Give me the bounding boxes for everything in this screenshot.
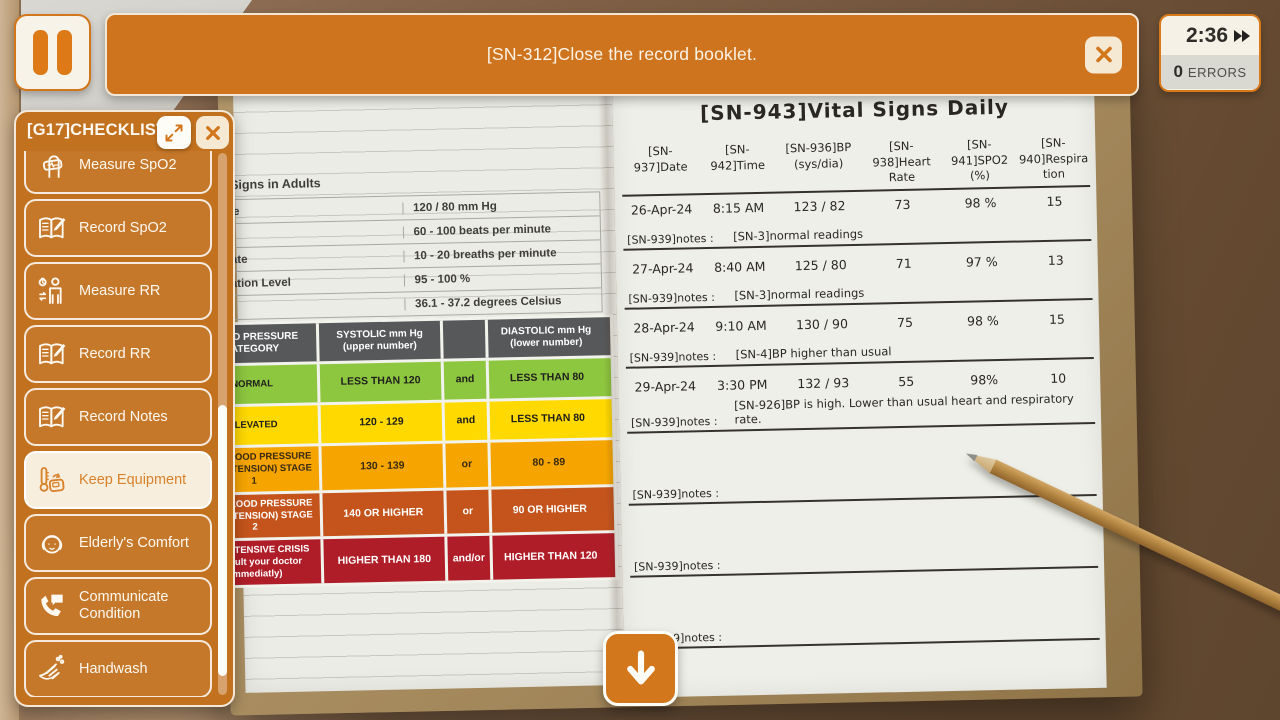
handwash-icon	[34, 651, 70, 687]
elderly-face-icon	[34, 525, 70, 561]
pause-button[interactable]	[14, 14, 91, 91]
checklist-item-label: Measure SpO2	[79, 156, 177, 173]
vital-signs-daily-title: [SN-943]Vital Signs Daily	[699, 94, 1010, 126]
notes-label: [SN-939]notes :	[630, 414, 718, 430]
bp-row: HIGH BLOOD PRESSURE (HYPERTENSION) STAGE…	[188, 440, 614, 493]
oximeter-finger-icon	[34, 151, 70, 183]
bp-row: ELEVATED 120 - 129 and LESS THAN 80	[187, 399, 613, 447]
book-pen-icon	[34, 210, 70, 246]
checklist-item-communicate-condition[interactable]: Communicate Condition	[24, 577, 212, 635]
booklet-right-page: [SN-943]Vital Signs Daily [SN-937]Date […	[612, 76, 1107, 698]
medical-equipment-icon	[34, 462, 70, 498]
notes-label: [SN-939]notes :	[627, 231, 714, 247]
checklist-scrollbar[interactable]	[218, 153, 227, 695]
checklist-scrollbar-thumb[interactable]	[218, 405, 227, 677]
checklist-item-label: Measure RR	[79, 282, 161, 299]
bp-row: HYPERTENSIVE CRISIS (consult your doctor…	[190, 533, 616, 586]
book-pen-icon	[34, 399, 70, 435]
scroll-down-button[interactable]	[603, 631, 678, 706]
timer-panel: 2:36 0 ERRORS	[1159, 14, 1261, 92]
checklist-item-label: Elderly's Comfort	[79, 534, 189, 551]
checklist-item-handwash[interactable]: Handwash	[24, 640, 212, 697]
daily-log-entry: [SN-939]notes :	[630, 572, 1100, 650]
checklist-item-measure-rr[interactable]: Measure RR	[24, 262, 212, 320]
notes-label: [SN-939]notes :	[629, 349, 717, 365]
errors-counter: 0 ERRORS	[1161, 55, 1259, 89]
checklist-item-label: Record Notes	[79, 408, 168, 425]
close-icon	[1095, 46, 1112, 63]
checklist-item-record-spo2[interactable]: Record SpO2	[24, 199, 212, 257]
down-arrow-icon	[626, 650, 655, 684]
note-text: [SN-3]normal readings	[733, 226, 864, 244]
checklist-item-label: Communicate Condition	[79, 589, 169, 622]
notes-label: [SN-939]notes :	[632, 486, 720, 502]
daily-log-entry: 27-Apr-24 8:40 AM 125 / 80 71 97 % 13 [S…	[623, 245, 1093, 310]
notes-label: [SN-939]notes :	[633, 558, 721, 574]
checklist-item-label: Keep Equipment	[79, 471, 187, 488]
daily-log-entry: 26-Apr-24 8:15 AM 123 / 82 73 98 % 15 [S…	[622, 186, 1092, 251]
booklet-left-page: Normal Vital Signs in Adults Blood Press…	[140, 84, 625, 693]
checklist-item-keep-equipment[interactable]: Keep Equipment	[24, 451, 212, 509]
bp-row: HIGH BLOOD PRESSURE (HYPERTENSION) STAGE…	[189, 486, 615, 540]
fast-forward-icon[interactable]	[1234, 29, 1251, 42]
person-breathing-icon	[34, 273, 70, 309]
checklist-item-record-notes[interactable]: Record Notes	[24, 388, 212, 446]
task-banner: [SN-312]Close the record booklet.	[105, 13, 1139, 96]
note-text: [SN-4]BP higher than usual	[735, 343, 892, 362]
bp-header-row: BLOOD PRESSURE CATEGORY SYSTOLIC mm Hg (…	[185, 317, 611, 365]
checklist-items: Measure SpO2 Record SpO2 Measure RR	[24, 151, 212, 697]
checklist-item-label: Handwash	[79, 660, 148, 677]
checklist-item-record-rr[interactable]: Record RR	[24, 325, 212, 383]
daily-log-entry: 28-Apr-24 9:10 AM 130 / 90 75 98 % 15 [S…	[624, 304, 1094, 369]
book-pen-icon	[34, 336, 70, 372]
checklist-close-button[interactable]	[196, 116, 229, 149]
checklist-expand-button[interactable]	[157, 116, 191, 149]
daily-log-entry: 29-Apr-24 3:30 PM 132 / 93 55 98% 10 [SN…	[625, 363, 1096, 434]
bp-row: NORMAL LESS THAN 120 and LESS THAN 80	[186, 358, 612, 406]
checklist-title: [G17]CHECKLIST	[27, 121, 167, 139]
notes-label: [SN-939]notes :	[628, 290, 716, 306]
checklist-item-label: Record RR	[79, 345, 151, 362]
banner-close-button[interactable]	[1085, 36, 1122, 73]
pause-icon	[33, 30, 48, 75]
checklist-item-measure-spo2[interactable]: Measure SpO2	[24, 151, 212, 194]
close-icon	[205, 125, 220, 140]
daily-log-entry: [SN-939]notes :	[628, 500, 1099, 578]
checklist-item-label: Record SpO2	[79, 219, 167, 236]
task-banner-text: [SN-312]Close the record booklet.	[486, 44, 758, 64]
timer-value: 2:36	[1185, 23, 1228, 47]
expand-icon	[165, 124, 183, 141]
blood-pressure-category-table: BLOOD PRESSURE CATEGORY SYSTOLIC mm Hg (…	[182, 314, 619, 589]
checklist-item-elderly-comfort[interactable]: Elderly's Comfort	[24, 514, 212, 572]
phone-message-icon	[34, 588, 70, 624]
checklist-panel: [G17]CHECKLIST Measure SpO2	[14, 110, 235, 707]
note-text: [SN-3]normal readings	[734, 285, 865, 303]
daily-log-entry: [SN-939]notes :	[627, 428, 1097, 506]
note-text: [SN-926]BP is high. Lower than usual hea…	[734, 390, 1074, 427]
